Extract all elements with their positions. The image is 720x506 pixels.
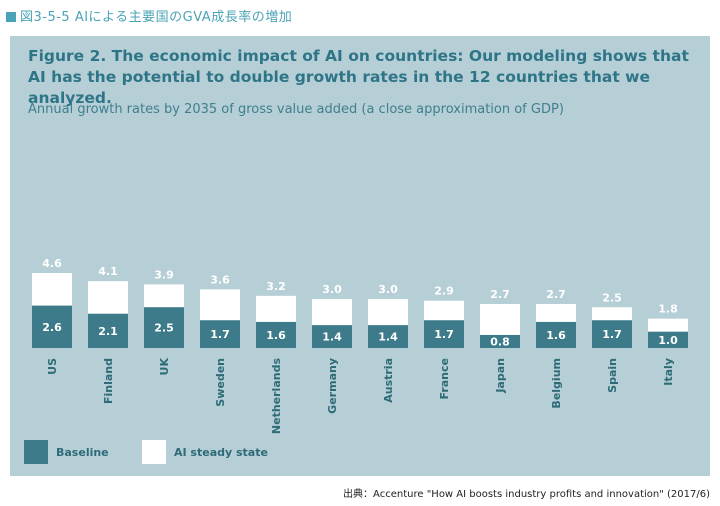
- total-value-label: 3.9: [154, 268, 174, 281]
- baseline-value-label: 1.6: [546, 329, 566, 342]
- total-value-label: 3.0: [322, 283, 342, 296]
- baseline-value-label: 1.7: [210, 328, 230, 341]
- total-value-label: 2.5: [602, 291, 622, 304]
- bar-ai-steady-state: [144, 284, 184, 308]
- bar-baseline: [144, 307, 184, 348]
- total-value-label: 2.7: [546, 288, 566, 301]
- legend-baseline-swatch: [24, 440, 48, 464]
- baseline-value-label: 0.8: [490, 335, 510, 348]
- baseline-value-label: 1.7: [434, 328, 454, 341]
- category-label: Spain: [606, 358, 619, 393]
- baseline-value-label: 2.6: [42, 321, 62, 334]
- category-label: Italy: [662, 358, 675, 386]
- category-label: UK: [158, 358, 171, 376]
- legend-ai-steady-state-label: AI steady state: [174, 446, 268, 459]
- baseline-value-label: 1.6: [266, 329, 286, 342]
- bar-baseline: [32, 305, 72, 348]
- document-caption: 図3-5-5 AIによる主要国のGVA成長率の増加: [6, 6, 292, 25]
- category-label: Germany: [326, 358, 339, 414]
- bar-chart: 4.6 2.6 US 4.1 2.1 Finland 3.9 2.5 UK 3.6 1.7 Swede…: [24, 257, 688, 464]
- bar-ai-steady-state: [88, 281, 128, 314]
- bar-baseline: [480, 334, 520, 348]
- total-value-label: 2.9: [434, 285, 454, 298]
- bar-baseline: [592, 320, 632, 348]
- bar-ai-steady-state: [480, 303, 520, 335]
- baseline-value-label: 1.4: [378, 331, 398, 344]
- total-value-label: 3.2: [266, 280, 286, 293]
- bar-baseline: [536, 321, 576, 348]
- figure-panel: Figure 2. The economic impact of AI on c…: [10, 36, 710, 476]
- document-caption-text: 図3-5-5 AIによる主要国のGVA成長率の増加: [20, 10, 293, 25]
- bar-baseline: [88, 313, 128, 348]
- total-value-label: 4.6: [42, 257, 62, 270]
- total-value-label: 2.7: [490, 288, 510, 301]
- bar-ai-steady-state: [368, 299, 408, 326]
- category-label: US: [46, 358, 59, 375]
- figure-subtitle: Annual growth rates by 2035 of gross val…: [28, 102, 564, 117]
- caption-square-icon: [6, 12, 16, 22]
- bar-baseline: [256, 321, 296, 348]
- total-value-label: 4.1: [98, 265, 118, 278]
- category-label: Netherlands: [270, 358, 283, 435]
- baseline-value-label: 1.0: [658, 334, 678, 347]
- bar-ai-steady-state: [536, 303, 576, 322]
- category-label: France: [438, 358, 451, 399]
- bar-ai-steady-state: [648, 318, 688, 332]
- baseline-value-label: 1.7: [602, 328, 622, 341]
- bar-ai-steady-state: [592, 307, 632, 321]
- category-label: Japan: [494, 358, 507, 394]
- bar-ai-steady-state: [200, 289, 240, 321]
- category-label: Finland: [102, 358, 115, 404]
- total-value-label: 1.8: [658, 303, 678, 316]
- baseline-value-label: 2.1: [98, 325, 118, 338]
- bar-baseline: [368, 325, 408, 348]
- bar-baseline: [312, 325, 352, 348]
- baseline-value-label: 2.5: [154, 322, 174, 335]
- bar-ai-steady-state: [256, 295, 296, 322]
- bar-ai-steady-state: [32, 273, 72, 306]
- total-value-label: 3.0: [378, 283, 398, 296]
- total-value-label: 3.6: [210, 273, 230, 286]
- figure-title: Figure 2. The economic impact of AI on c…: [28, 47, 689, 107]
- bar-baseline: [424, 320, 464, 348]
- category-label: Sweden: [214, 358, 227, 407]
- baseline-value-label: 1.4: [322, 331, 342, 344]
- category-label: Austria: [382, 358, 395, 403]
- bar-ai-steady-state: [312, 299, 352, 326]
- legend-baseline-label: Baseline: [56, 446, 109, 459]
- legend-ai-steady-state-swatch: [142, 440, 166, 464]
- source-note: 出典：Accenture "How AI boosts industry pro…: [343, 489, 710, 500]
- category-label: Belgium: [550, 358, 563, 409]
- bar-baseline: [200, 320, 240, 348]
- bar-baseline: [648, 331, 688, 348]
- bar-ai-steady-state: [424, 300, 464, 321]
